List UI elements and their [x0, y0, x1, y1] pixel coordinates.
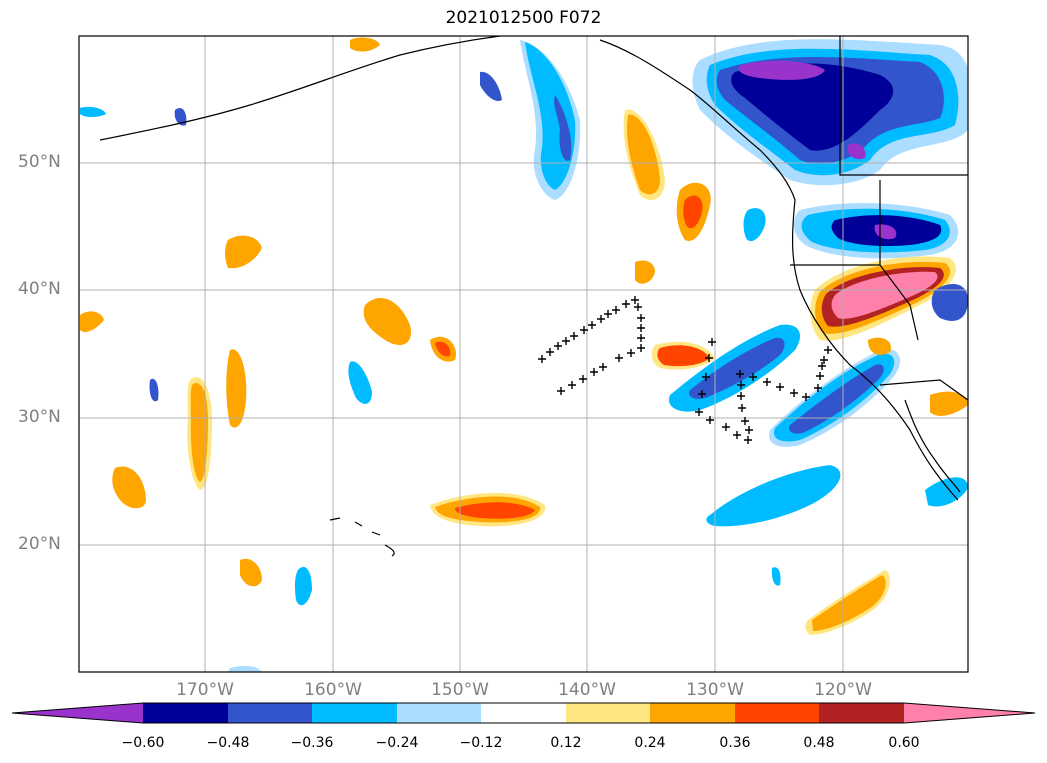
- lat-label-50n: 50°N: [18, 152, 61, 172]
- colorbar-tick-label: 0.24: [634, 735, 666, 751]
- colorbar-tick-label: −0.24: [375, 735, 419, 751]
- graticule: [79, 36, 968, 672]
- lon-label-150w: 150°W: [431, 680, 489, 700]
- colorbar-segment: [12, 703, 143, 723]
- colorbar-segment: [143, 703, 228, 723]
- colorbar-segment: [650, 703, 735, 723]
- lon-label-140w: 140°W: [558, 680, 616, 700]
- colorbar-segment: [904, 703, 1035, 723]
- colorbar-segment: [228, 703, 312, 723]
- map-frame: [78, 35, 969, 673]
- colorbar-segment: [312, 703, 397, 723]
- map-title: 2021012500 F072: [445, 8, 602, 28]
- colorbar: [11, 702, 1036, 724]
- coastlines: [99, 36, 968, 557]
- colorbar-segment: [566, 703, 650, 723]
- observation-markers: [538, 296, 832, 444]
- colorbar-segment: [735, 703, 819, 723]
- colorbar-tick-label: 0.60: [888, 735, 920, 751]
- lon-label-130w: 130°W: [686, 680, 744, 700]
- colorbar-tick-label: −0.60: [121, 735, 165, 751]
- lat-label-20n: 20°N: [18, 534, 61, 554]
- contour-fields: [80, 37, 968, 672]
- colorbar-tick-label: −0.36: [290, 735, 334, 751]
- colorbar-segment: [481, 703, 566, 723]
- lat-label-40n: 40°N: [18, 279, 61, 299]
- colorbar-segment: [819, 703, 904, 723]
- colorbar-tick-label: −0.12: [459, 735, 503, 751]
- colorbar-tick-label: 0.48: [803, 735, 835, 751]
- colorbar-tick-label: 0.36: [719, 735, 751, 751]
- lat-label-30n: 30°N: [18, 407, 61, 427]
- lon-label-120w: 120°W: [814, 680, 872, 700]
- colorbar-tick-label: −0.48: [206, 735, 250, 751]
- colorbar-segment: [397, 703, 481, 723]
- lon-label-160w: 160°W: [304, 680, 362, 700]
- colorbar-tick-label: 0.12: [550, 735, 582, 751]
- lon-label-170w: 170°W: [176, 680, 234, 700]
